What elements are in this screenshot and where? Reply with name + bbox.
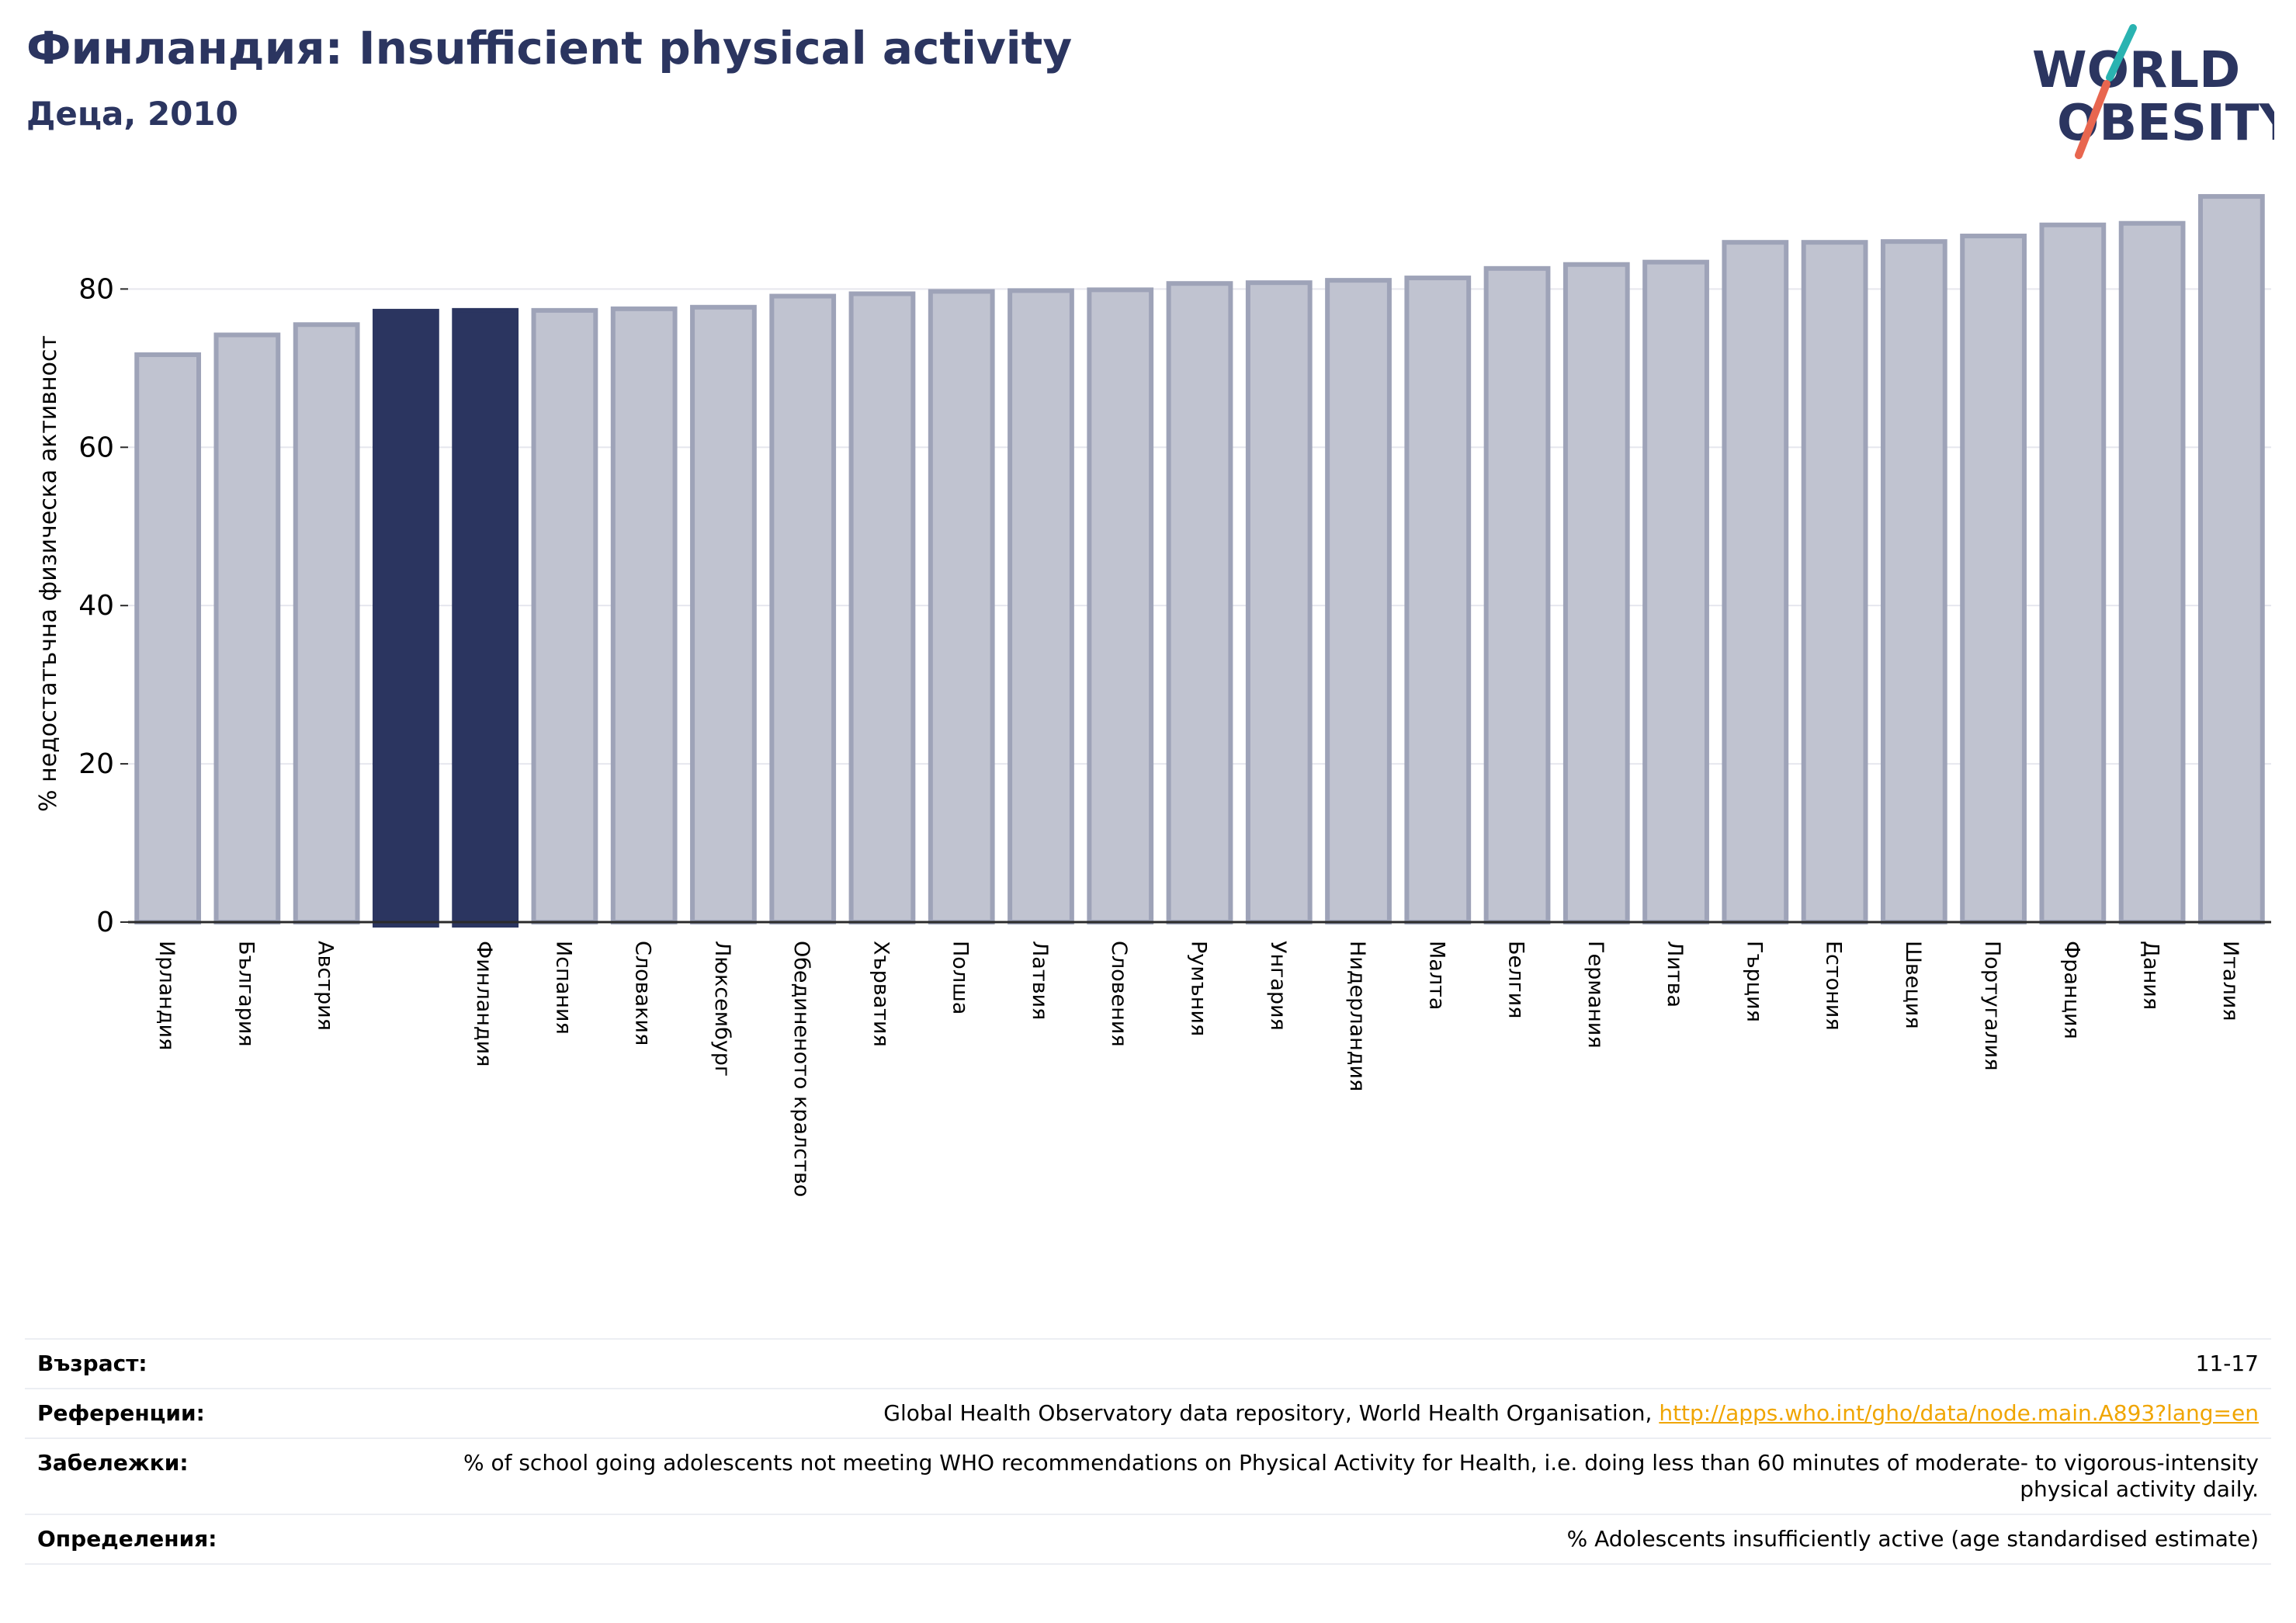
x-tick-label: Люксембург [710, 941, 734, 1077]
meta-text: % of school going adolescents not meetin… [463, 1450, 2259, 1502]
meta-label: Определения: [25, 1514, 438, 1565]
x-tick-label: Румъния [1187, 941, 1211, 1036]
bar [1801, 240, 1868, 924]
x-tick-label: Унгария [1266, 941, 1290, 1031]
bar [1245, 280, 1313, 925]
bar [1404, 276, 1472, 924]
y-axis-ticks: 0 20 40 60 80 [78, 273, 128, 938]
bar [1642, 259, 1709, 924]
bar-chart: 0 20 40 60 80 Ирландия България Австрия Финланд… [35, 194, 2271, 1197]
chart-subtitle: Деца, 2010 [26, 95, 238, 133]
meta-text: 11-17 [2195, 1351, 2259, 1376]
meta-text: Global Health Observatory data repositor… [883, 1400, 1660, 1426]
chart-title: Финландия: Insufficient physical activit… [26, 22, 1073, 75]
x-tick-label: Франция [2059, 941, 2083, 1039]
meta-text: % Adolescents insufficiently active (age… [1566, 1526, 2259, 1552]
x-tick-label: Португалия [1980, 941, 2004, 1070]
bar [610, 306, 678, 924]
meta-value: % Adolescents insufficiently active (age… [438, 1514, 2271, 1565]
y-tick-label: 20 [78, 748, 114, 780]
y-axis-label: % недостатъчна физическа активност [35, 335, 62, 812]
y-tick-label: 60 [78, 432, 114, 463]
bar [1008, 288, 1074, 924]
x-axis-labels: Ирландия България Австрия Финландия Испания С… [154, 941, 2242, 1197]
bar [1325, 278, 1392, 924]
x-tick-label: Словакия [631, 941, 655, 1046]
bar [213, 332, 281, 924]
x-tick-label: Словения [1107, 941, 1131, 1047]
x-tick-label: Обединеното кралство [789, 941, 813, 1197]
x-tick-label: Германия [1583, 941, 1608, 1049]
x-tick-label: Хърватия [869, 941, 893, 1047]
meta-row-definitions: Определения: % Adolescents insufficientl… [25, 1514, 2271, 1565]
meta-value: % of school going adolescents not meetin… [438, 1437, 2271, 1515]
x-tick-label: Латвия [1028, 941, 1052, 1020]
meta-value: Global Health Observatory data repositor… [438, 1388, 2271, 1439]
bars [134, 194, 2265, 928]
x-tick-label: Литва [1663, 941, 1687, 1007]
x-tick-label: Финландия [472, 941, 496, 1066]
logo-line-1: WORLD [2032, 42, 2240, 99]
bar [1483, 265, 1551, 925]
meta-label: Забележки: [25, 1437, 438, 1515]
bar [769, 293, 837, 924]
x-tick-label: Гърция [1742, 941, 1766, 1022]
bar-highlighted [373, 308, 439, 928]
x-tick-label: Италия [2218, 941, 2242, 1021]
bar [690, 304, 757, 924]
meta-row-age: Възраст: 11-17 [25, 1338, 2271, 1389]
x-tick-label: Ирландия [154, 941, 179, 1050]
x-tick-label: Нидерландия [1345, 941, 1369, 1091]
bar [928, 289, 995, 925]
x-tick-label: Швеция [1901, 941, 1925, 1029]
bar [2118, 220, 2186, 924]
bar [1562, 262, 1630, 924]
logo-slash-top [2106, 24, 2137, 81]
bar [1960, 234, 2027, 925]
meta-label: Референции: [25, 1388, 438, 1439]
x-tick-label: Дания [2139, 941, 2163, 1010]
y-tick-label: 40 [78, 590, 114, 622]
x-tick-label: Испания [551, 941, 575, 1035]
bar-highlighted [452, 307, 519, 928]
bar [531, 307, 598, 924]
bar [293, 322, 360, 924]
meta-value: 11-17 [438, 1338, 2271, 1389]
bar [1166, 281, 1233, 924]
world-obesity-logo: WORLD OBESITY [2032, 24, 2274, 159]
reference-link[interactable]: http://apps.who.int/gho/data/node.main.A… [1659, 1400, 2259, 1426]
bar [1722, 240, 1789, 924]
x-tick-label: България [234, 941, 258, 1047]
bar [848, 291, 916, 924]
metadata-table: Възраст: 11-17 Референции: Global Health… [25, 1338, 2271, 1565]
bar [2197, 194, 2265, 924]
meta-row-references: Референции: Global Health Observatory da… [25, 1388, 2271, 1439]
x-tick-label: Естония [1822, 941, 1846, 1031]
meta-row-notes: Забележки: % of school going adolescents… [25, 1437, 2271, 1515]
x-tick-label: Малта [1424, 941, 1448, 1010]
bar [134, 352, 202, 924]
x-tick-label: Австрия [314, 941, 338, 1031]
bar [2039, 222, 2107, 924]
x-tick-label: Белгия [1504, 941, 1528, 1018]
y-tick-label: 80 [78, 273, 114, 305]
meta-label: Възраст: [25, 1338, 438, 1389]
logo-slash-bottom [2075, 80, 2110, 159]
y-tick-label: 0 [96, 907, 114, 938]
x-tick-label: Полша [949, 941, 973, 1014]
bar [1880, 239, 1947, 925]
bar [1087, 287, 1154, 925]
